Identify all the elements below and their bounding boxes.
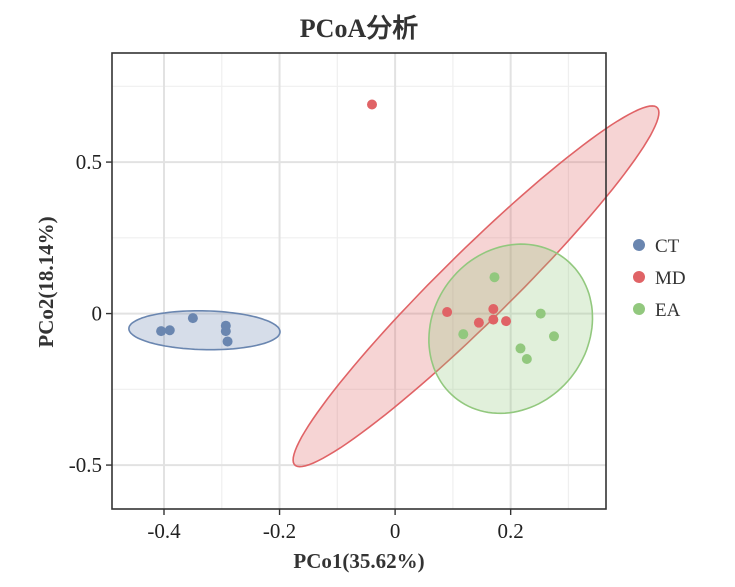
plot-area	[111, 52, 660, 510]
y-axis-ticks: -0.5 0 0.5	[69, 150, 112, 477]
point-ct	[164, 325, 175, 336]
ellipse-md	[292, 105, 660, 468]
legend-marker-md	[633, 271, 645, 283]
plot-border	[111, 52, 607, 510]
legend-marker-ea	[633, 303, 645, 315]
legend-label-md: MD	[655, 268, 686, 289]
ellipse-ct	[128, 309, 281, 351]
point-ea	[458, 329, 469, 340]
legend-label-ct: CT	[655, 236, 680, 257]
point-ct	[187, 313, 198, 324]
x-tick-label: -0.2	[263, 519, 296, 543]
point-md	[442, 307, 453, 318]
point-ct	[220, 326, 231, 337]
x-tick-label: 0.2	[498, 519, 524, 543]
point-md	[501, 316, 512, 327]
x-axis-ticks: -0.4 -0.2 0 0.2	[147, 509, 524, 543]
y-tick-label: 0	[92, 302, 103, 326]
point-md	[488, 314, 499, 325]
legend: CT MD EA	[633, 236, 686, 321]
ellipse-ea	[428, 243, 594, 415]
point-ea	[535, 308, 546, 319]
x-axis-label: PCo1(35.62%)	[293, 549, 424, 573]
grid-lines	[112, 53, 606, 509]
x-tick-label: -0.4	[147, 519, 181, 543]
point-ea	[489, 272, 500, 283]
legend-label-ea: EA	[655, 300, 681, 321]
point-ea	[515, 343, 526, 354]
y-axis-label: PCo2(18.14%)	[34, 216, 58, 347]
point-ea	[549, 331, 559, 342]
point-md	[488, 304, 499, 315]
point-ct	[156, 326, 167, 337]
data-points	[156, 99, 559, 365]
point-ct	[222, 336, 233, 347]
point-md	[473, 317, 484, 328]
point-md	[367, 99, 377, 110]
confidence-ellipses	[128, 105, 660, 468]
chart-title: PCoA分析	[300, 14, 418, 43]
y-tick-label: -0.5	[69, 453, 102, 477]
plot-panel	[112, 53, 606, 509]
point-ea	[521, 354, 532, 365]
x-tick-label: 0	[390, 519, 401, 543]
legend-marker-ct	[633, 239, 645, 251]
y-tick-label: 0.5	[76, 150, 102, 174]
